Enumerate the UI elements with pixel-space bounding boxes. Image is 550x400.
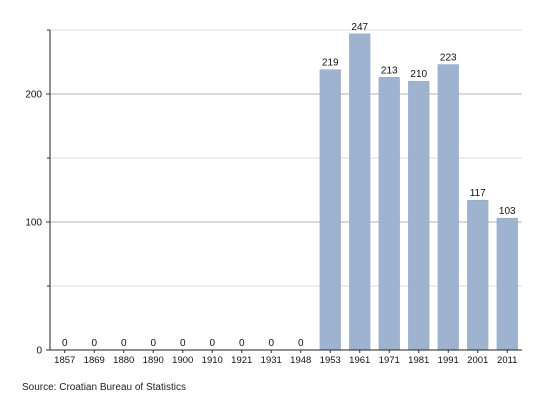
bar-2011 (496, 217, 518, 351)
data-label: 0 (150, 338, 156, 349)
bar-2001 (467, 199, 489, 351)
y-tick-label: 200 (25, 90, 42, 101)
bar-1981 (408, 80, 430, 351)
data-label: 0 (209, 338, 215, 349)
bar-1961 (349, 33, 371, 351)
bar-1953 (319, 69, 341, 351)
data-labels: 0 0 0 0 0 0 0 0 0 219 247 213 210 223 117 103 (62, 22, 516, 349)
x-tick-label: 1910 (202, 355, 223, 366)
x-tick-label: 1961 (349, 355, 370, 366)
axes: 0 100 200 1857 1869 1880 1890 1900 1910 1921 1931 1… (25, 29, 522, 366)
x-tick-label: 1869 (84, 355, 105, 366)
source-note: Source: Croatian Bureau of Statistics (22, 382, 186, 393)
bars (319, 33, 518, 351)
x-tick-label: 1857 (54, 355, 75, 366)
x-tick-label: 1880 (113, 355, 134, 366)
data-label: 0 (268, 338, 274, 349)
x-tick-label: 1981 (408, 355, 429, 366)
data-label: 223 (440, 53, 457, 64)
data-label: 219 (322, 58, 339, 69)
bar-1991 (437, 64, 459, 351)
data-label: 117 (470, 188, 486, 199)
data-label: 0 (298, 338, 304, 349)
x-tick-label: 2001 (467, 355, 488, 366)
x-tick-label: 1921 (231, 355, 252, 366)
y-tick-label: 0 (36, 346, 42, 357)
x-tick-label: 1971 (379, 355, 400, 366)
x-tick-label: 2011 (497, 355, 517, 366)
data-label: 0 (62, 338, 68, 349)
x-tick-label: 1931 (261, 355, 282, 366)
data-label: 0 (91, 338, 97, 349)
x-tick-label: 1953 (320, 355, 341, 366)
x-tick-label: 1900 (172, 355, 193, 366)
y-tick-label: 100 (25, 218, 42, 229)
data-label: 103 (499, 206, 516, 217)
bar-1971 (378, 77, 400, 351)
data-label: 0 (180, 338, 186, 349)
x-tick-label: 1890 (143, 355, 164, 366)
x-tick-label: 1948 (290, 355, 311, 366)
data-label: 247 (351, 22, 368, 33)
x-tick-label: 1991 (438, 355, 459, 366)
data-label: 213 (381, 65, 398, 76)
data-label: 0 (239, 338, 245, 349)
data-label: 0 (121, 338, 127, 349)
data-label: 210 (410, 69, 427, 80)
